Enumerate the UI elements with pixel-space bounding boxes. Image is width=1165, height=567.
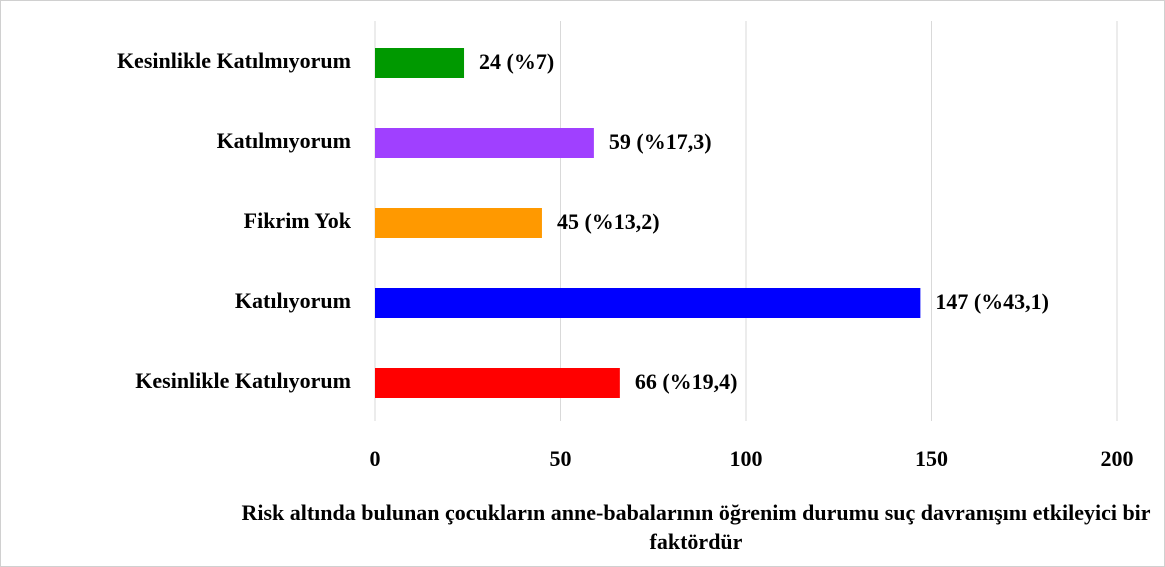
bar	[375, 368, 620, 398]
data-label: 24 (%7)	[479, 49, 554, 74]
y-tick-label: Kesinlikle Katılmıyorum	[117, 48, 351, 73]
y-tick-label: Kesinlikle Katılıyorum	[135, 368, 351, 393]
data-label: 66 (%19,4)	[635, 369, 738, 394]
bar	[375, 48, 465, 78]
bar	[375, 288, 921, 318]
data-label: 59 (%17,3)	[609, 129, 712, 154]
x-tick-label: 100	[730, 446, 763, 471]
bar	[375, 208, 542, 238]
x-tick-label: 150	[915, 446, 948, 471]
x-tick-label: 0	[370, 446, 381, 471]
x-tick-label: 200	[1101, 446, 1134, 471]
bar	[375, 128, 594, 158]
y-tick-label: Katılıyorum	[235, 288, 351, 313]
y-tick-label: Katılmıyorum	[217, 128, 351, 153]
x-tick-label: 50	[550, 446, 572, 471]
y-tick-label: Fikrim Yok	[244, 208, 352, 233]
data-label: 147 (%43,1)	[935, 289, 1049, 314]
data-label: 45 (%13,2)	[557, 209, 660, 234]
x-axis-label: Risk altında bulunan çocukların anne-bab…	[241, 500, 1151, 554]
